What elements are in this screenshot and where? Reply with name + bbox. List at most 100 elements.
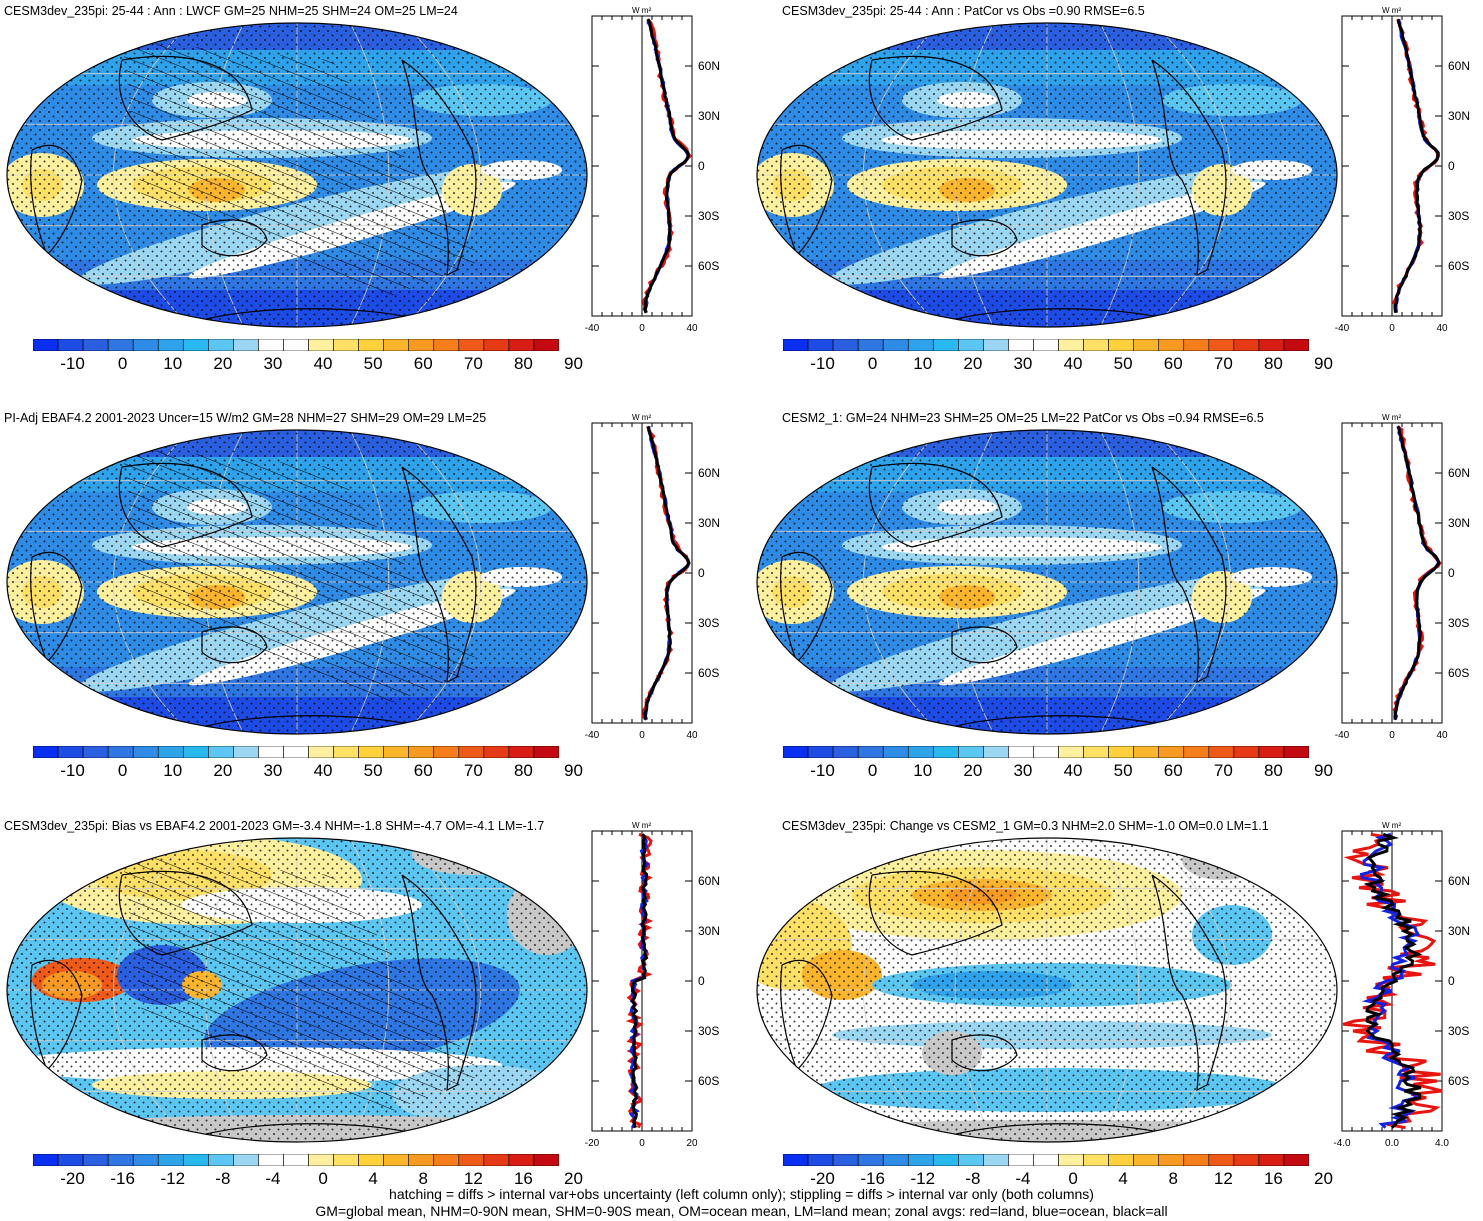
colorbar-swatch — [1133, 746, 1160, 758]
colorbar-label: 40 — [313, 761, 333, 780]
colorbar-label: -12 — [160, 1169, 186, 1188]
zonal-mean-plot: 60N 30N 0 30S 60S W m² -40 0 40 — [1335, 6, 1470, 334]
colorbar-swatch — [1233, 746, 1260, 758]
colorbar-swatch — [233, 746, 259, 758]
colorbar-label: 20 — [213, 761, 233, 780]
colorbar-labels: -10 0 10 20 30 40 50 60 70 80 90 — [33, 354, 583, 376]
world-map — [6, 837, 588, 1143]
colorbar-label: 90 — [1314, 354, 1333, 373]
colorbar — [783, 1154, 1309, 1166]
colorbar-label: -12 — [910, 1169, 936, 1188]
colorbar-swatch — [958, 339, 984, 351]
footer-note: hatching = diffs > internal var+obs unce… — [0, 1186, 1483, 1220]
colorbar-swatch — [1183, 1154, 1210, 1166]
zonal-value-tick: 0.0 — [1385, 1138, 1399, 1149]
panel-title: CESM2_1: GM=24 NHM=23 SHM=25 OM=25 LM=22… — [782, 411, 1264, 425]
colorbar-swatch — [882, 339, 909, 351]
map-panel: CESM3dev_235pi: 25-44 : Ann : LWCF GM=25… — [0, 0, 740, 400]
colorbar-label: 40 — [313, 354, 333, 373]
colorbar-swatch — [33, 746, 59, 758]
zonal-value-tick: 40 — [1436, 323, 1448, 334]
colorbar — [33, 1154, 559, 1166]
colorbar-swatch — [283, 746, 309, 758]
colorbar-label: 20 — [564, 1169, 583, 1188]
colorbar-swatch — [408, 746, 435, 758]
zonal-lat-label: 30N — [1448, 516, 1470, 530]
colorbar-swatch — [182, 746, 209, 758]
colorbar — [33, 339, 559, 351]
colorbar-label: 16 — [513, 1169, 533, 1188]
zonal-lat-label: 60N — [1448, 59, 1470, 73]
colorbar-label: 80 — [1263, 354, 1283, 373]
colorbar-swatch — [882, 746, 909, 758]
colorbar-swatch — [508, 746, 535, 758]
colorbar-swatch — [258, 1154, 284, 1166]
colorbar-swatch — [358, 339, 384, 351]
colorbar-swatch — [208, 1154, 234, 1166]
colorbar-label: 0 — [318, 1169, 328, 1188]
colorbar-swatch — [832, 1154, 859, 1166]
colorbar-label: 20 — [1314, 1169, 1333, 1188]
colorbar-swatch — [1233, 1154, 1260, 1166]
zonal-value-tick: 40 — [686, 730, 698, 741]
zonal-land-line — [1392, 425, 1442, 721]
colorbar-labels: -10 0 10 20 30 40 50 60 70 80 90 — [783, 354, 1333, 376]
zonal-lat-label: 60N — [1448, 874, 1470, 888]
zonal-value-tick: -4.0 — [1333, 1138, 1351, 1149]
colorbar-swatch — [483, 339, 510, 351]
colorbar-label: 70 — [1213, 354, 1233, 373]
zonal-lat-label: 0 — [1448, 566, 1455, 580]
zonal-all-line — [643, 425, 691, 720]
colorbar-label: 12 — [1213, 1169, 1233, 1188]
colorbar-swatch — [958, 746, 984, 758]
zonal-lat-label: 30S — [1448, 616, 1469, 630]
zonal-mean-plot: 60N 30N 0 30S 60S W m² -4.0 0.0 4.0 — [1333, 821, 1470, 1149]
colorbar-swatch — [783, 746, 809, 758]
zonal-mean-plot: 60N 30N 0 30S 60S W m² -40 0 40 — [585, 413, 720, 741]
colorbar-swatch — [208, 746, 234, 758]
colorbar-swatch — [882, 1154, 909, 1166]
colorbar-swatch — [1083, 1154, 1109, 1166]
colorbar-label: 30 — [263, 761, 283, 780]
zonal-value-tick: 40 — [686, 323, 698, 334]
colorbar-labels: -10 0 10 20 30 40 50 60 70 80 90 — [33, 761, 583, 783]
colorbar-swatch — [533, 339, 559, 351]
colorbar-label: 60 — [1163, 761, 1183, 780]
colorbar-label: 90 — [1314, 761, 1333, 780]
zonal-lat-label: 0 — [698, 974, 705, 988]
zonal-lat-label: 60S — [1448, 1074, 1469, 1088]
colorbar-swatch — [533, 746, 559, 758]
zonal-unit-label: W m² — [632, 821, 651, 830]
map-panel: PI-Adj EBAF4.2 2001-2023 Uncer=15 W/m2 G… — [0, 407, 740, 807]
colorbar-swatch — [932, 746, 959, 758]
colorbar-swatch — [857, 339, 884, 351]
colorbar-swatch — [983, 1154, 1009, 1166]
colorbar-label: 30 — [1013, 761, 1033, 780]
colorbar-swatch — [408, 1154, 435, 1166]
zonal-lat-label: 60S — [698, 666, 719, 680]
colorbar-swatch — [1108, 1154, 1134, 1166]
colorbar-label: -10 — [810, 354, 835, 373]
zonal-lat-label: 30N — [698, 516, 720, 530]
colorbar-swatch — [1183, 339, 1210, 351]
colorbar-swatch — [832, 339, 859, 351]
colorbar-label: -20 — [810, 1169, 835, 1188]
colorbar-label: 60 — [413, 761, 433, 780]
colorbar-swatch — [1108, 339, 1134, 351]
colorbar-swatch — [1208, 1154, 1235, 1166]
colorbar-label: 16 — [1263, 1169, 1283, 1188]
zonal-lat-label: 30N — [698, 109, 720, 123]
zonal-value-tick: 0 — [1389, 323, 1395, 334]
map-panel: CESM2_1: GM=24 NHM=23 SHM=25 OM=25 LM=22… — [750, 407, 1483, 807]
panel-title: CESM3dev_235pi: Bias vs EBAF4.2 2001-202… — [4, 819, 545, 833]
colorbar-swatch — [333, 339, 359, 351]
zonal-mean-plot: 60N 30N 0 30S 60S W m² -20 0 20 — [585, 821, 720, 1149]
colorbar-swatch — [358, 1154, 384, 1166]
colorbar-swatch — [107, 339, 134, 351]
colorbar-swatch — [182, 1154, 209, 1166]
colorbar-label: -10 — [60, 354, 85, 373]
colorbar-swatch — [508, 1154, 535, 1166]
colorbar-swatch — [82, 1154, 109, 1166]
colorbar-label: -4 — [1015, 1169, 1031, 1188]
colorbar-swatch — [857, 1154, 884, 1166]
